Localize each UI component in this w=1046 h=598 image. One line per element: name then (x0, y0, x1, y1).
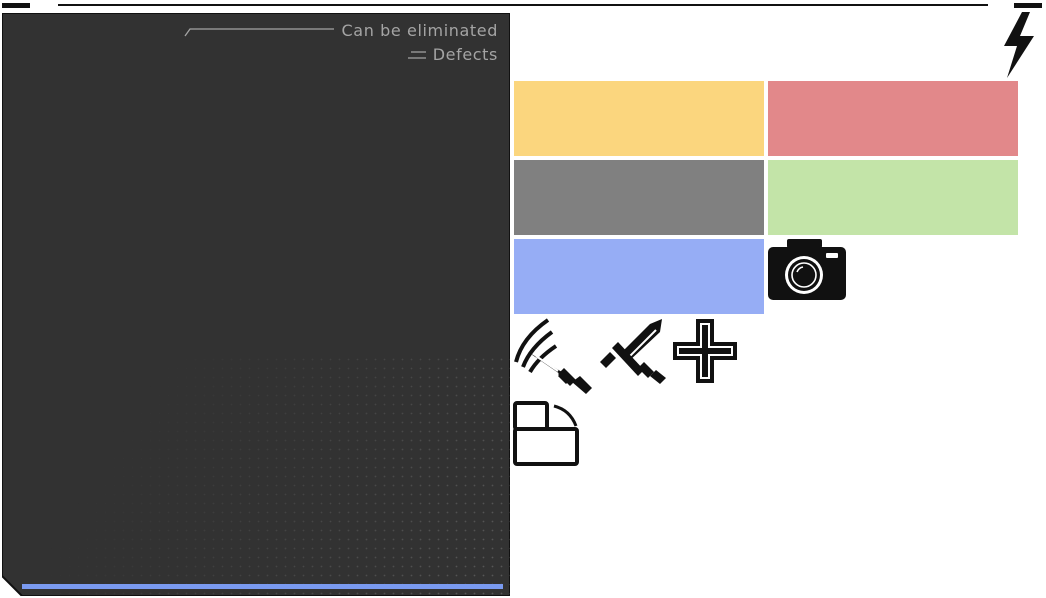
camera-icon[interactable] (767, 238, 847, 301)
red-swatch[interactable] (768, 81, 1018, 156)
accent-bar (22, 584, 503, 589)
line-marker (183, 28, 334, 37)
top-divider-line (58, 4, 988, 6)
legend-label-eliminated: Can be eliminated (341, 21, 498, 40)
plus-icon[interactable] (672, 318, 738, 384)
preview-panel: Can be eliminated Defects (2, 13, 510, 596)
top-left-bracket (2, 3, 30, 8)
dot-grid-texture (2, 353, 510, 596)
legend: Can be eliminated Defects (183, 19, 498, 67)
legend-item-defects: Defects (184, 43, 498, 67)
double-line-marker (407, 51, 426, 59)
green-swatch[interactable] (768, 160, 1018, 235)
layout-panel-icon[interactable] (512, 400, 580, 468)
blue-swatch[interactable] (514, 239, 764, 314)
legend-item-eliminated: Can be eliminated (183, 19, 498, 43)
legend-label-defects: Defects (432, 45, 498, 64)
crossed-sword-icon[interactable] (598, 318, 670, 384)
sword-slash-icon[interactable] (514, 318, 596, 396)
gray-swatch[interactable] (514, 160, 764, 235)
top-right-bracket (1014, 3, 1042, 8)
yellow-swatch[interactable] (514, 81, 764, 156)
lightning-icon[interactable] (1000, 12, 1036, 78)
